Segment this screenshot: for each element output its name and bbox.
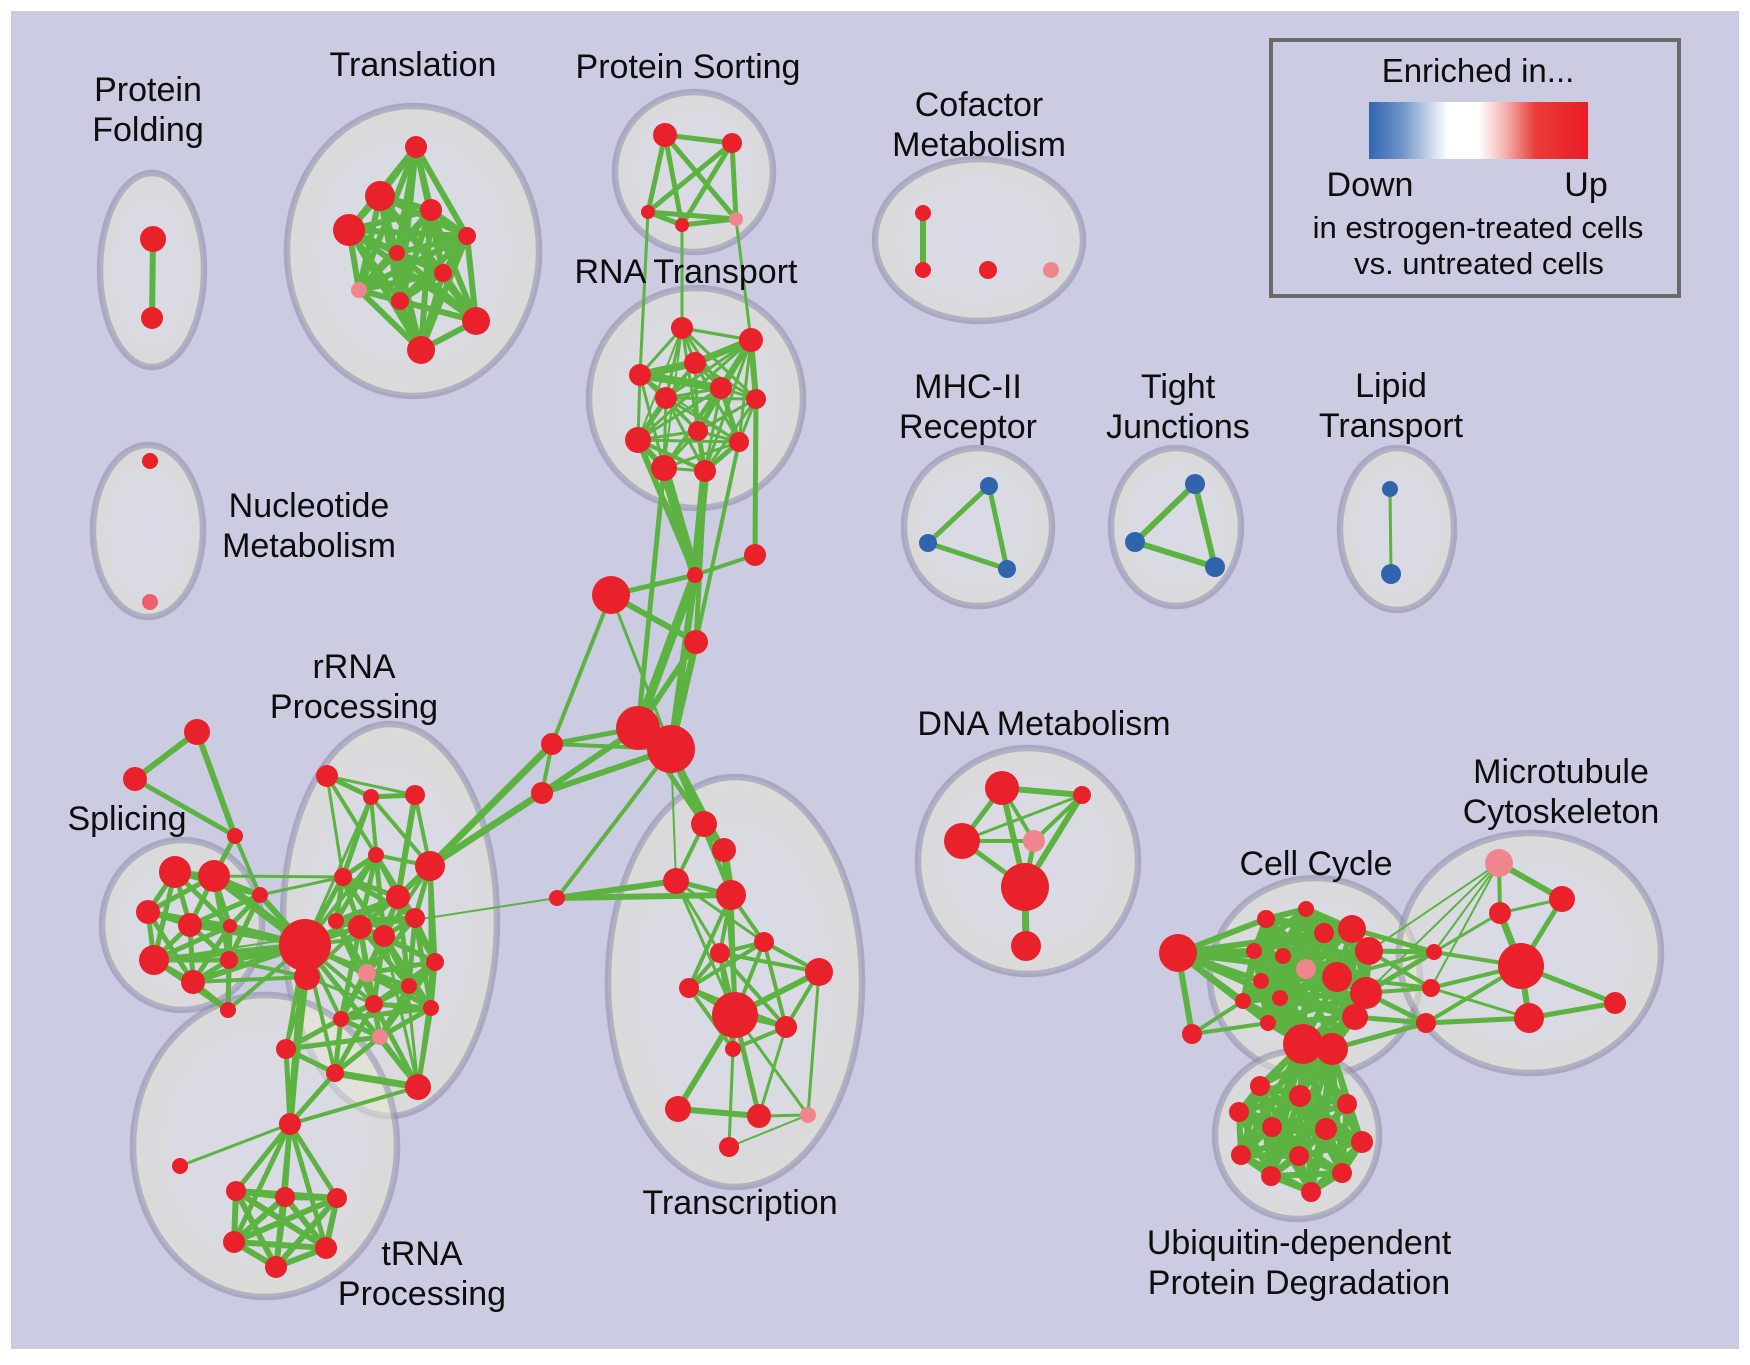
svg-text:Up: Up xyxy=(1564,166,1607,204)
svg-text:RNA Transport: RNA Transport xyxy=(575,253,799,291)
svg-text:Transport: Transport xyxy=(1319,407,1464,445)
svg-text:Metabolism: Metabolism xyxy=(892,126,1066,164)
svg-text:Lipid: Lipid xyxy=(1355,367,1427,405)
svg-text:Down: Down xyxy=(1327,166,1414,204)
svg-text:Enriched in...: Enriched in... xyxy=(1382,52,1575,89)
svg-text:MHC-II: MHC-II xyxy=(914,368,1022,406)
svg-text:Receptor: Receptor xyxy=(899,408,1037,446)
svg-text:rRNA: rRNA xyxy=(312,648,395,686)
svg-text:Protein Sorting: Protein Sorting xyxy=(576,48,801,86)
svg-text:Tight: Tight xyxy=(1141,368,1216,406)
svg-text:Microtubule: Microtubule xyxy=(1473,753,1649,791)
svg-text:Cell Cycle: Cell Cycle xyxy=(1239,845,1392,883)
svg-text:Folding: Folding xyxy=(92,111,204,149)
svg-text:Protein Degradation: Protein Degradation xyxy=(1148,1264,1450,1302)
svg-text:Metabolism: Metabolism xyxy=(222,527,396,565)
svg-text:in estrogen-treated cells: in estrogen-treated cells xyxy=(1313,210,1644,245)
svg-text:Ubiquitin-dependent: Ubiquitin-dependent xyxy=(1147,1224,1452,1262)
svg-text:vs. untreated cells: vs. untreated cells xyxy=(1354,246,1604,281)
svg-text:Nucleotide: Nucleotide xyxy=(229,487,390,525)
svg-text:Protein: Protein xyxy=(94,71,202,109)
svg-text:Processing: Processing xyxy=(270,688,438,726)
svg-text:Translation: Translation xyxy=(330,46,497,84)
svg-text:Processing: Processing xyxy=(338,1275,506,1313)
svg-text:Cofactor: Cofactor xyxy=(915,86,1044,124)
svg-text:Junctions: Junctions xyxy=(1106,408,1250,446)
svg-text:tRNA: tRNA xyxy=(381,1235,463,1273)
svg-text:Cytoskeleton: Cytoskeleton xyxy=(1463,793,1660,831)
svg-text:Transcription: Transcription xyxy=(642,1184,837,1222)
svg-text:DNA Metabolism: DNA Metabolism xyxy=(917,705,1170,743)
svg-text:Splicing: Splicing xyxy=(67,800,186,838)
